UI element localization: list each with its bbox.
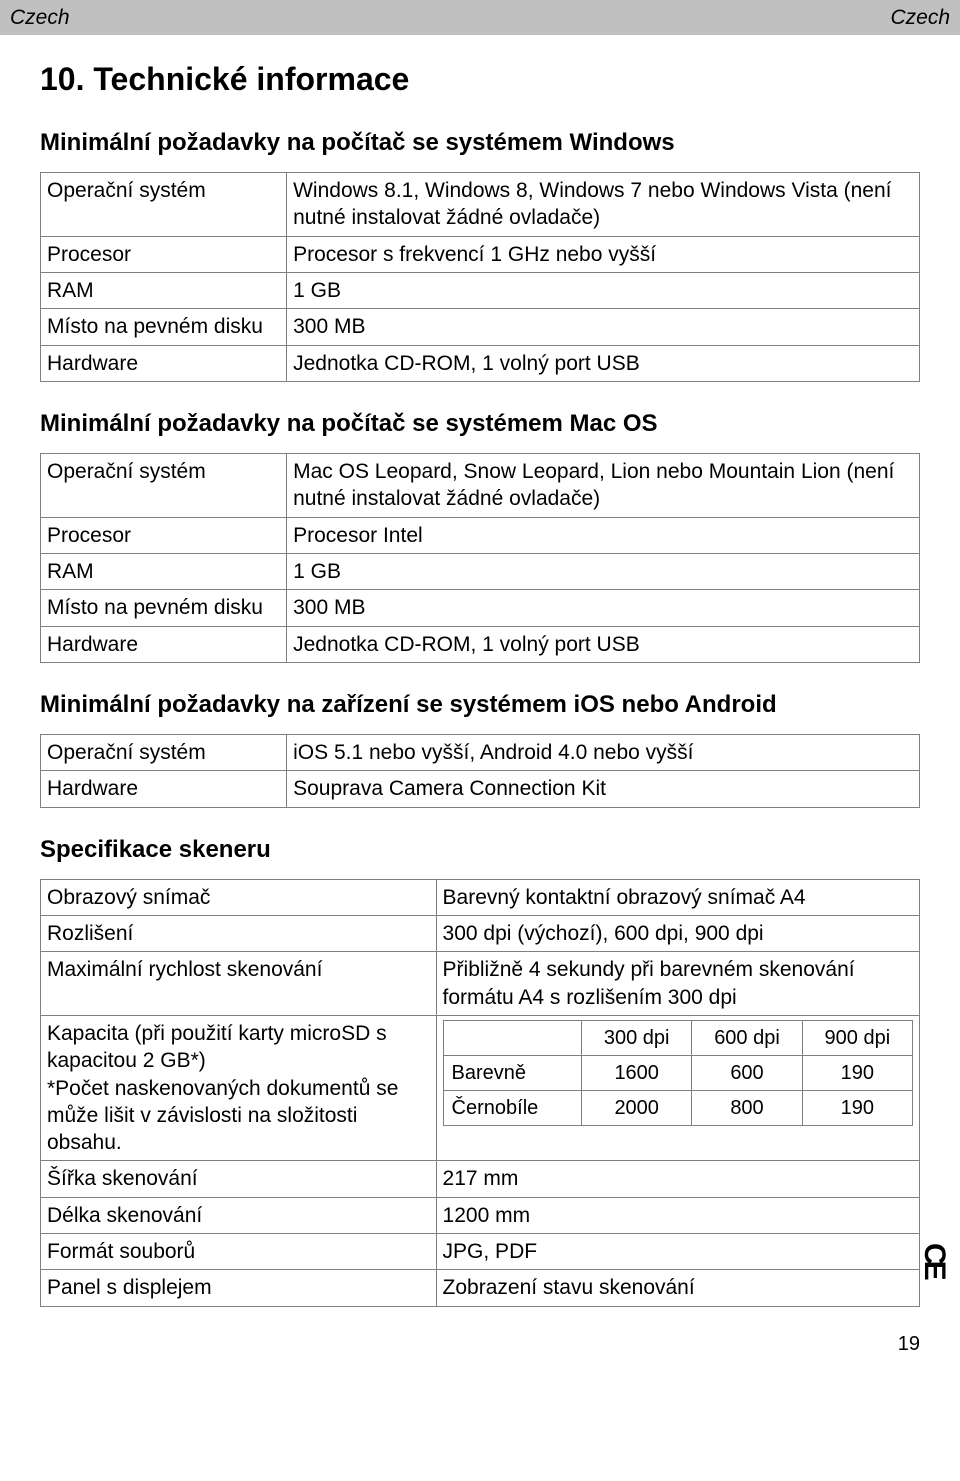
cell-value: 300 dpi (výchozí), 600 dpi, 900 dpi (436, 916, 919, 952)
cell-label: Procesor (41, 517, 287, 553)
table-row: Kapacita (při použití karty microSD s ka… (41, 1015, 920, 1160)
cell-value: Windows 8.1, Windows 8, Windows 7 nebo W… (287, 173, 920, 237)
table-row: Hardware Souprava Camera Connection Kit (41, 771, 920, 807)
table-row: Maximální rychlost skenování Přibližně 4… (41, 952, 920, 1016)
cell-value: JPG, PDF (436, 1234, 919, 1270)
table-mac: Operační systém Mac OS Leopard, Snow Leo… (40, 453, 920, 663)
cell-value: 600 (692, 1055, 802, 1090)
cell-label: Hardware (41, 626, 287, 662)
cell-value: Barevný kontaktní obrazový snímač A4 (436, 879, 919, 915)
heading-mac: Minimální požadavky na počítač se systém… (40, 408, 920, 439)
cell-header: 900 dpi (802, 1020, 912, 1055)
cell-value: 2000 (582, 1090, 692, 1125)
table-row: Místo na pevném disku 300 MB (41, 590, 920, 626)
table-row: Panel s displejem Zobrazení stavu skenov… (41, 1270, 920, 1306)
table-row: 300 dpi 600 dpi 900 dpi (443, 1020, 912, 1055)
ce-mark-icon: CE (915, 1243, 954, 1277)
cell-value: Jednotka CD-ROM, 1 volný port USB (287, 626, 920, 662)
cell-label: RAM (41, 553, 287, 589)
table-row: RAM 1 GB (41, 272, 920, 308)
cell-label: Šířka skenování (41, 1161, 437, 1197)
cell-value: 1 GB (287, 272, 920, 308)
table-row: Místo na pevném disku 300 MB (41, 309, 920, 345)
table-row: Hardware Jednotka CD-ROM, 1 volný port U… (41, 345, 920, 381)
cell-value: Procesor Intel (287, 517, 920, 553)
heading-scanner: Specifikace skeneru (40, 834, 920, 865)
cell-label: Kapacita (při použití karty microSD s ka… (41, 1015, 437, 1160)
cell-label: Procesor (41, 236, 287, 272)
table-row: Operační systém Windows 8.1, Windows 8, … (41, 173, 920, 237)
cell-label: Místo na pevném disku (41, 590, 287, 626)
cell-label: Operační systém (41, 454, 287, 518)
cell-label: Formát souborů (41, 1234, 437, 1270)
table-row: Černobíle 2000 800 190 (443, 1090, 912, 1125)
page-content: 10. Technické informace Minimální požada… (0, 35, 960, 1330)
table-windows: Operační systém Windows 8.1, Windows 8, … (40, 172, 920, 382)
cell-value: 800 (692, 1090, 802, 1125)
cell-value: iOS 5.1 nebo vyšší, Android 4.0 nebo vyš… (287, 735, 920, 771)
header-left: Czech (10, 4, 70, 31)
table-row: Procesor Procesor s frekvencí 1 GHz nebo… (41, 236, 920, 272)
table-row: Délka skenování 1200 mm (41, 1197, 920, 1233)
cell-value: Souprava Camera Connection Kit (287, 771, 920, 807)
cell-value: 190 (802, 1055, 912, 1090)
table-row: Obrazový snímač Barevný kontaktní obrazo… (41, 879, 920, 915)
cell-header (443, 1020, 581, 1055)
header-right: Czech (890, 4, 950, 31)
cell-value: Jednotka CD-ROM, 1 volný port USB (287, 345, 920, 381)
table-row: Operační systém iOS 5.1 nebo vyšší, Andr… (41, 735, 920, 771)
capacity-table: 300 dpi 600 dpi 900 dpi Barevně 1600 600… (443, 1020, 913, 1126)
cell-label: Hardware (41, 771, 287, 807)
cell-value: 217 mm (436, 1161, 919, 1197)
cell-header: 300 dpi (582, 1020, 692, 1055)
cell-label: Délka skenování (41, 1197, 437, 1233)
cell-value-capacity: 300 dpi 600 dpi 900 dpi Barevně 1600 600… (436, 1015, 919, 1160)
cell-label: Rozlišení (41, 916, 437, 952)
table-row: Barevně 1600 600 190 (443, 1055, 912, 1090)
cell-label: Panel s displejem (41, 1270, 437, 1306)
language-header: Czech Czech (0, 0, 960, 35)
cell-value: 1 GB (287, 553, 920, 589)
cell-value: 190 (802, 1090, 912, 1125)
page-title: 10. Technické informace (40, 59, 920, 101)
page-number: 19 (0, 1331, 960, 1377)
cell-label: Obrazový snímač (41, 879, 437, 915)
cell-value: 1200 mm (436, 1197, 919, 1233)
cell-value: Přibližně 4 sekundy při barevném skenová… (436, 952, 919, 1016)
cell-value: Mac OS Leopard, Snow Leopard, Lion nebo … (287, 454, 920, 518)
table-mobile: Operační systém iOS 5.1 nebo vyšší, Andr… (40, 734, 920, 808)
table-row: RAM 1 GB (41, 553, 920, 589)
table-row: Operační systém Mac OS Leopard, Snow Leo… (41, 454, 920, 518)
cell-value: Procesor s frekvencí 1 GHz nebo vyšší (287, 236, 920, 272)
cell-value: Zobrazení stavu skenování (436, 1270, 919, 1306)
table-row: Šířka skenování 217 mm (41, 1161, 920, 1197)
table-scanner: Obrazový snímač Barevný kontaktní obrazo… (40, 879, 920, 1307)
heading-windows: Minimální požadavky na počítač se systém… (40, 127, 920, 158)
cell-value: 300 MB (287, 309, 920, 345)
cell-label: Hardware (41, 345, 287, 381)
cell-value: 300 MB (287, 590, 920, 626)
cell-label: RAM (41, 272, 287, 308)
cell-label: Místo na pevném disku (41, 309, 287, 345)
table-row: Hardware Jednotka CD-ROM, 1 volný port U… (41, 626, 920, 662)
cell-label: Černobíle (443, 1090, 581, 1125)
cell-header: 600 dpi (692, 1020, 802, 1055)
cell-label: Barevně (443, 1055, 581, 1090)
cell-label: Maximální rychlost skenování (41, 952, 437, 1016)
cell-label: Operační systém (41, 173, 287, 237)
table-row: Rozlišení 300 dpi (výchozí), 600 dpi, 90… (41, 916, 920, 952)
cell-label: Operační systém (41, 735, 287, 771)
table-row: Procesor Procesor Intel (41, 517, 920, 553)
cell-value: 1600 (582, 1055, 692, 1090)
heading-mobile: Minimální požadavky na zařízení se systé… (40, 689, 920, 720)
table-row: Formát souborů JPG, PDF (41, 1234, 920, 1270)
